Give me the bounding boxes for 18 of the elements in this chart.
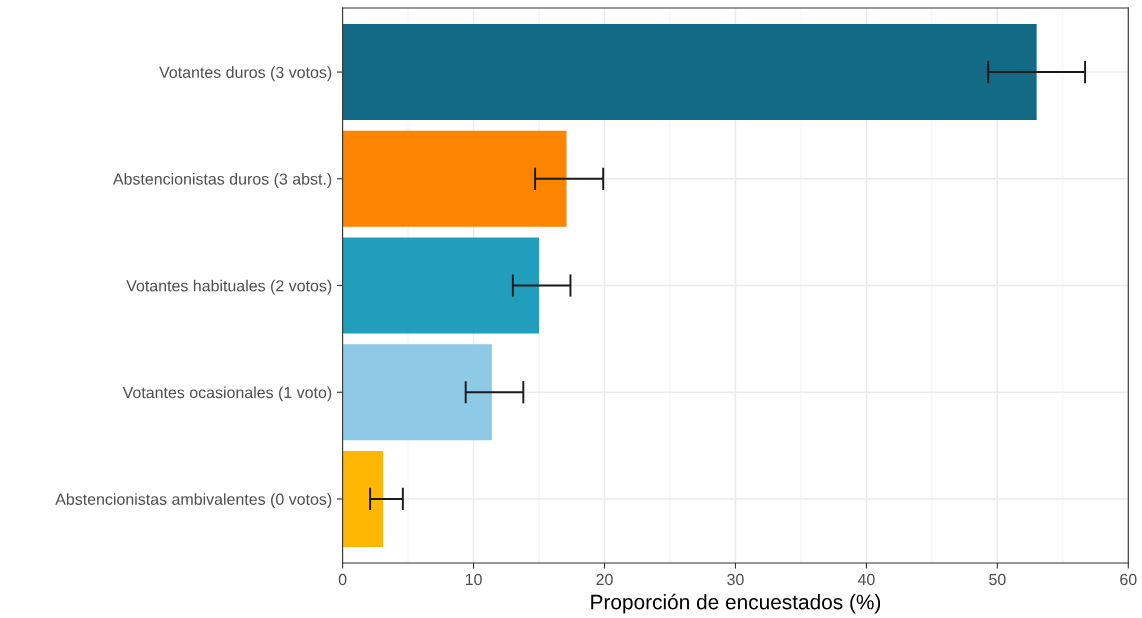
bar — [342, 237, 540, 334]
y-tick-label: Votantes habituales (2 votos) — [126, 279, 332, 295]
bar — [342, 450, 384, 547]
x-tick-label: 30 — [727, 573, 744, 586]
bar — [342, 344, 492, 441]
bar — [342, 24, 1037, 121]
x-axis-title: Proporción de encuestados (%) — [591, 593, 881, 614]
y-tick-label: Abstencionistas duros (3 abst.) — [112, 173, 332, 188]
x-tick-label: 0 — [338, 573, 347, 586]
y-tick-label: Votantes ocasionales (1 voto) — [122, 386, 332, 402]
x-tick-label: 20 — [596, 573, 613, 586]
x-tick-label: 60 — [1120, 573, 1137, 586]
x-tick-label: 50 — [989, 573, 1006, 586]
y-tick-label: Abstencionistas ambivalentes (0 votos) — [55, 493, 332, 509]
x-tick-label: 10 — [465, 573, 482, 586]
bar — [342, 130, 567, 227]
y-tick-label: Votantes duros (3 votos) — [159, 66, 332, 82]
x-tick-label: 40 — [857, 573, 875, 586]
